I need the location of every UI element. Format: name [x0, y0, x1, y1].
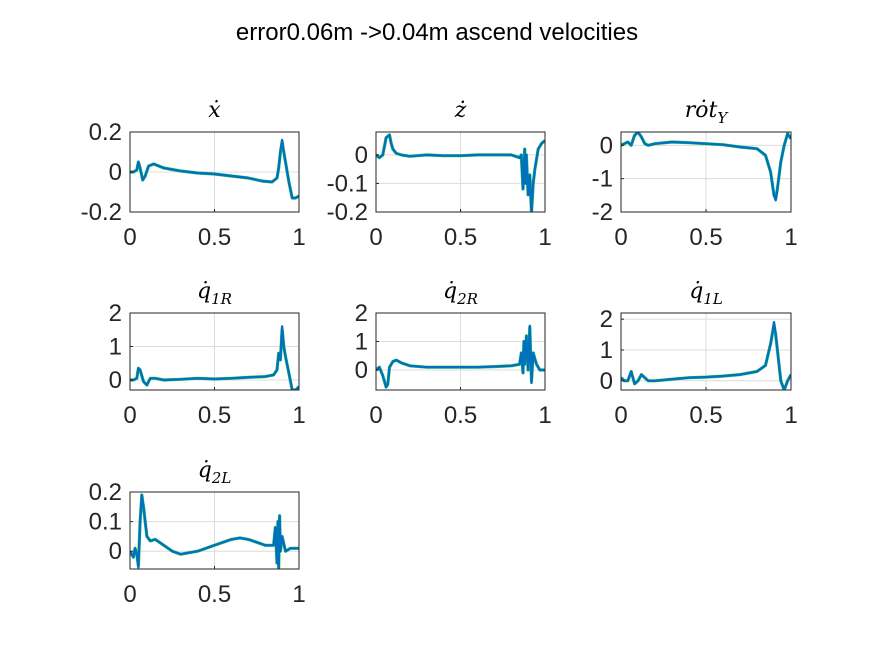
x-tick-label: 0.5 — [198, 581, 231, 608]
y-tick-label: 2 — [600, 306, 613, 333]
y-tick-label: 0 — [355, 142, 368, 169]
subplot-3: 0 0.5 1 -2 -1 0 rȯtY — [592, 98, 798, 251]
subplot-2: 0 0.5 1 -0.2-0.10 ż — [327, 98, 552, 251]
subplot-4: 0 0.5 1 0 1 2 q̇1R — [109, 279, 306, 429]
subplot-title: ż — [454, 98, 467, 123]
subplot-title: q̇1L — [689, 279, 723, 308]
y-tick-label: 0 — [355, 357, 368, 384]
x-tick-label: 0.5 — [198, 402, 231, 429]
x-tick-label: 0 — [123, 224, 136, 251]
y-tick-label: 0.2 — [89, 119, 122, 146]
y-tick-label: -2 — [592, 199, 613, 226]
y-tick-label: 2 — [355, 300, 368, 327]
y-tick-label: -0.2 — [81, 199, 122, 226]
x-tick-label: 0 — [614, 224, 627, 251]
x-tick-label: 0 — [123, 402, 136, 429]
series-line-2 — [376, 133, 545, 212]
y-tick-label: -0.2 — [327, 199, 368, 226]
subplot-title: q̇2L — [198, 458, 232, 487]
y-tick-label: 0 — [109, 538, 122, 565]
x-tick-label: 1 — [784, 402, 797, 429]
x-tick-label: 0 — [369, 224, 382, 251]
series-line-2 — [621, 132, 791, 202]
series-line-2 — [130, 138, 299, 200]
y-tick-label: 0 — [600, 132, 613, 159]
x-tick-label: 1 — [292, 224, 305, 251]
x-tick-label: 0.5 — [198, 224, 231, 251]
figure-title: error0.06m ->0.04m ascend velocities — [236, 19, 638, 46]
x-tick-label: 0.5 — [444, 224, 477, 251]
x-tick-label: 0 — [614, 402, 627, 429]
y-tick-label: 1 — [600, 337, 613, 364]
y-tick-label: 1 — [355, 329, 368, 356]
y-tick-label: 0 — [109, 159, 122, 186]
x-tick-label: 1 — [292, 581, 305, 608]
x-tick-label: 0 — [369, 402, 382, 429]
subplot-title: q̇1R — [197, 279, 232, 308]
subplot-title: rȯtY — [685, 98, 730, 127]
y-tick-label: 0.1 — [89, 509, 122, 536]
x-tick-label: 1 — [784, 224, 797, 251]
y-tick-label: 1 — [109, 333, 122, 360]
subplot-7: 0 0.5 100.10.2q̇2L — [89, 458, 306, 608]
subplot-title: q̇2R — [443, 279, 478, 308]
x-tick-label: 1 — [538, 224, 551, 251]
subplot-title: ẋ — [208, 98, 221, 123]
x-tick-label: 0.5 — [689, 402, 722, 429]
x-tick-label: 1 — [292, 402, 305, 429]
x-tick-label: 0 — [123, 581, 136, 608]
y-tick-label: 0 — [109, 367, 122, 394]
y-tick-label: -1 — [592, 166, 613, 193]
series-line-2 — [130, 493, 299, 569]
series-line-2 — [621, 321, 791, 390]
subplot-1: 0 0.5 1-0.200.2ẋ — [81, 98, 306, 251]
subplot-6: 0 0.5 1 0 1 2 q̇1L — [600, 279, 798, 429]
y-tick-label: 0.2 — [89, 479, 122, 506]
series-line-2 — [376, 324, 545, 389]
x-tick-label: 0.5 — [444, 402, 477, 429]
y-tick-label: 2 — [109, 300, 122, 327]
series-line-2 — [130, 325, 299, 390]
y-tick-label: -0.1 — [327, 170, 368, 197]
x-tick-label: 1 — [538, 402, 551, 429]
x-tick-label: 0.5 — [689, 224, 722, 251]
y-tick-label: 0 — [600, 368, 613, 395]
